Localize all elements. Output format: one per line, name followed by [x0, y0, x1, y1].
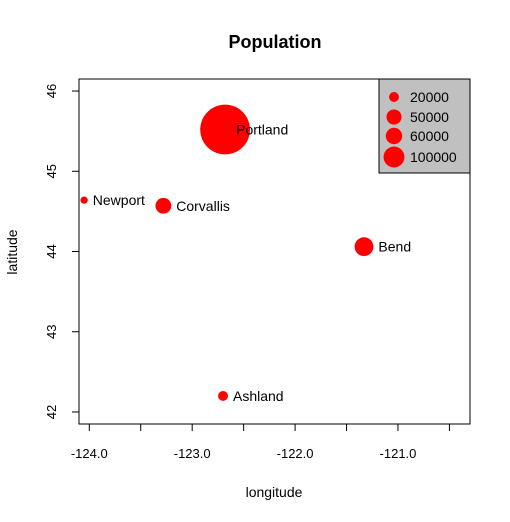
- x-axis: -124.0 -123.0 -122.0 -121.0: [71, 424, 450, 461]
- legend-symbol: [383, 146, 405, 168]
- point-label-portland: Portland: [236, 122, 288, 138]
- point-portland: [200, 104, 250, 155]
- legend-symbol: [386, 109, 402, 125]
- data-points: Portland Newport Corvallis Bend Ashland: [80, 104, 411, 404]
- legend-label: 50000: [410, 109, 449, 125]
- x-tick-label: -124.0: [71, 446, 108, 461]
- point-bend: [354, 237, 374, 257]
- y-axis-label: latitude: [4, 229, 20, 274]
- y-tick-label: 44: [44, 244, 59, 258]
- x-tick-label: -121.0: [380, 446, 417, 461]
- legend-symbol: [385, 127, 403, 145]
- legend-symbol: [389, 92, 399, 102]
- y-tick-label: 45: [44, 164, 59, 178]
- point-label-corvallis: Corvallis: [176, 198, 230, 214]
- y-tick-label: 46: [44, 84, 59, 98]
- y-axis: 42 43 44 45 46: [44, 84, 79, 419]
- point-corvallis: [155, 197, 172, 214]
- legend-label: 20000: [410, 89, 449, 105]
- x-tick-label: -123.0: [174, 446, 211, 461]
- point-label-ashland: Ashland: [233, 388, 284, 404]
- x-tick-label: -122.0: [277, 446, 314, 461]
- point-ashland: [218, 390, 229, 401]
- point-label-newport: Newport: [93, 192, 145, 208]
- point-newport: [80, 196, 88, 204]
- x-axis-label: longitude: [246, 484, 303, 500]
- y-tick-label: 42: [44, 405, 59, 419]
- point-label-bend: Bend: [378, 239, 411, 255]
- chart-title: Population: [229, 32, 322, 52]
- y-tick-label: 43: [44, 324, 59, 338]
- legend: 20000 50000 60000 100000: [378, 78, 471, 174]
- legend-label: 100000: [410, 149, 457, 165]
- legend-label: 60000: [410, 128, 449, 144]
